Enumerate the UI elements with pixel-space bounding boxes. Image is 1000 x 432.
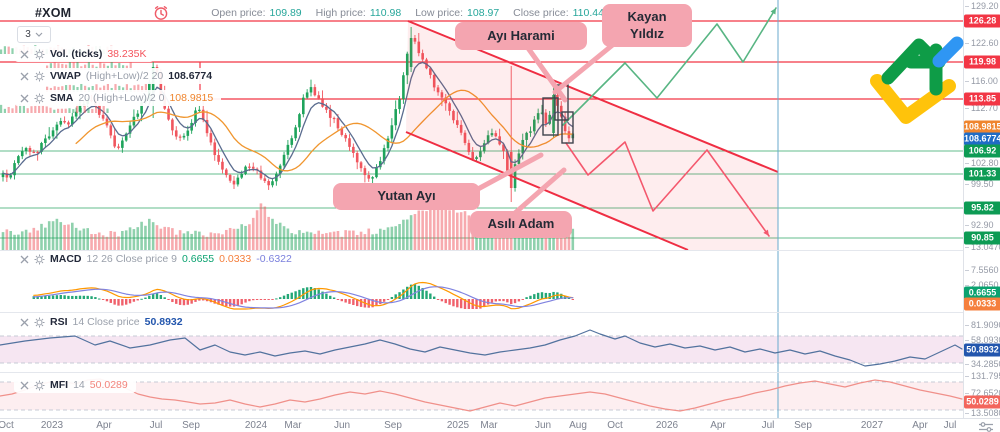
legend-macd: MACD 12 26 Close price 9 0.6655 0.0333 -… — [14, 251, 300, 267]
time-label: Jun — [534, 420, 552, 431]
gear-icon[interactable] — [34, 254, 45, 265]
time-label: Jul — [761, 420, 775, 431]
time-label: 2024 — [244, 420, 268, 431]
gear-icon[interactable] — [34, 49, 45, 60]
time-label: Aug — [569, 420, 587, 431]
timeframe-value: 3 — [25, 29, 31, 40]
time-label: 2023 — [40, 420, 64, 431]
price-tick: 7.5560 — [965, 265, 999, 275]
price-badge: 101.33 — [964, 167, 1000, 181]
price-badge: 0.6655 — [964, 286, 1000, 300]
price-badge: 126.28 — [964, 14, 1000, 28]
price-badge: 108.6774 — [964, 132, 1000, 146]
price-badge: 0.0333 — [964, 297, 1000, 311]
time-label: Apr — [912, 420, 928, 431]
time-label: Apr — [710, 420, 726, 431]
legend-vwap: VWAP (High+Low)/2 20 108.6774 — [14, 68, 221, 84]
time-label: Jul — [149, 420, 163, 431]
symbol-label: #XOM — [35, 6, 72, 20]
gear-icon[interactable] — [34, 317, 45, 328]
litefinance-logo — [870, 36, 964, 124]
gear-icon[interactable] — [34, 380, 45, 391]
price-tick: 92.90 — [965, 220, 994, 230]
close-icon[interactable] — [20, 255, 29, 264]
alarm-clock-icon[interactable] — [153, 5, 169, 21]
close-icon[interactable] — [20, 318, 29, 327]
panel-separator[interactable] — [0, 250, 1000, 251]
price-badge: 50.8932 — [964, 343, 1000, 357]
panel-separator[interactable] — [0, 312, 1000, 313]
price-badge: 106.92 — [964, 144, 1000, 158]
chart-header: #XOM Open price: 109.89 High price: 110.98… — [35, 5, 604, 21]
price-tick: 112.70 — [965, 103, 998, 113]
time-label: Jul — [943, 420, 957, 431]
time-label: 2027 — [860, 420, 884, 431]
price-tick: 81.9090 — [965, 320, 1000, 330]
price-tick: 72.6520 — [965, 388, 1000, 398]
time-label: Mar — [480, 420, 498, 431]
time-label: Sep — [384, 420, 402, 431]
price-tick: 2.0650 — [965, 280, 999, 290]
close-icon[interactable] — [20, 72, 29, 81]
price-tick: 13.0470 — [965, 242, 1000, 252]
price-tick: 131.7950 — [965, 371, 1000, 381]
time-axis[interactable]: Oct 2023 Apr Jul Sep 2024 Mar Jun Sep 2025 Mar Jun A… — [0, 418, 1000, 432]
time-label: Oct — [607, 420, 623, 431]
price-tick: 99.50 — [965, 179, 994, 189]
close-icon[interactable] — [20, 94, 29, 103]
legend-mfi: MFI 14 50.0289 — [14, 377, 136, 393]
annotation-bearish-engulfing[interactable]: Yutan Ayı — [333, 183, 480, 210]
price-tick: 122.60 — [965, 38, 999, 48]
time-label: Apr — [96, 420, 112, 431]
price-axis[interactable]: 129.20 122.60 116.00 112.70 102.80 99.50 92.90… — [963, 0, 1000, 418]
time-label: 2025 — [446, 420, 470, 431]
price-tick: 102.80 — [965, 158, 999, 168]
high-price: High price: 110.98 — [315, 7, 402, 19]
time-label: Jun — [333, 420, 351, 431]
price-tick: 129.20 — [965, 1, 999, 11]
price-badge: 95.82 — [964, 201, 1000, 215]
chart-canvas[interactable] — [0, 0, 963, 418]
gear-icon[interactable] — [34, 93, 45, 104]
time-label: 2026 — [655, 420, 679, 431]
timeframe-dropdown[interactable]: 3 — [17, 26, 51, 43]
price-tick: 116.00 — [965, 76, 998, 86]
time-label: Sep — [182, 420, 200, 431]
close-icon[interactable] — [20, 381, 29, 390]
annotation-hanging-man[interactable]: Asılı Adam — [470, 211, 572, 238]
open-price: Open price: 109.89 — [211, 7, 302, 19]
low-price: Low price: 108.97 — [415, 7, 500, 19]
annotation-shooting-star[interactable]: Kayan Yıldız — [602, 4, 692, 47]
annotation-bearish-harami[interactable]: Ayı Harami — [455, 22, 587, 50]
time-label: Sep — [794, 420, 812, 431]
legend-volume: Vol. (ticks) 38.235K — [14, 46, 155, 62]
axis-settings-icon[interactable] — [978, 420, 994, 432]
chevron-down-icon — [35, 32, 43, 37]
gear-icon[interactable] — [34, 71, 45, 82]
price-badge: 119.98 — [964, 55, 1000, 69]
price-badge: 50.0289 — [964, 395, 1000, 409]
legend-sma: SMA 20 (High+Low)/2 0 108.9815 — [14, 90, 222, 106]
price-badge: 90.85 — [964, 231, 1000, 245]
price-badge: 113.85 — [964, 92, 1000, 106]
close-icon[interactable] — [20, 50, 29, 59]
panel-separator[interactable] — [0, 372, 1000, 373]
time-label: Mar — [284, 420, 302, 431]
close-price: Close price: 110.44 — [513, 7, 604, 19]
legend-rsi: RSI 14 Close price 50.8932 — [14, 314, 191, 330]
time-label: Oct — [0, 420, 14, 431]
price-badge: 108.9815 — [964, 120, 1000, 134]
price-tick: 58.0930 — [965, 335, 1000, 345]
price-tick: 13.5080 — [965, 408, 1000, 418]
price-tick: 34.2850 — [965, 359, 1000, 369]
